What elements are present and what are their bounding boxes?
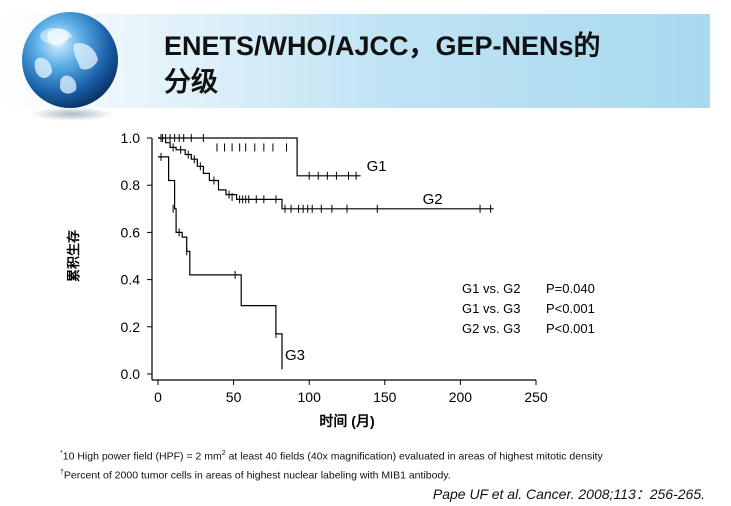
footnote-hpf-squared: 2 [221, 450, 226, 457]
citation: Pape UF et al. Cancer. 2008;113：256-265. [432, 486, 705, 502]
x-tick-label: 200 [449, 389, 473, 405]
comparison-p-value: P=0.040 [546, 281, 595, 296]
x-tick-label: 150 [373, 389, 397, 405]
y-axis-label: 累积生存 [66, 230, 81, 282]
series-label-g1: G1 [367, 158, 387, 175]
series-line-g1 [158, 137, 361, 177]
x-axis-label: 时间 (月) [319, 413, 374, 429]
slide-title: ENETS/WHO/AJCC，GEP-NENs的 分级 [164, 28, 704, 100]
x-tick-label: 50 [226, 389, 242, 405]
footnote-mib1-text: Percent of 2000 tumor cells in areas of … [63, 469, 451, 481]
x-tick-label: 100 [298, 389, 322, 405]
survival-chart: 0 50 100 150 200 250 0.0 0.2 0.4 0.6 0.8 1.0 时间 (月)… [66, 130, 595, 429]
footnote-mib1: †Percent of 2000 tumor cells in areas of… [60, 465, 720, 484]
comparison-label: G1 vs. G2 [462, 281, 521, 296]
comparison-p-value: P<0.001 [546, 301, 595, 316]
footnote-hpf-text-a: 10 High power field (HPF) = 2 mm [62, 450, 222, 463]
slide-title-line2: 分级 [164, 67, 218, 97]
comparison-label: G2 vs. G3 [462, 321, 521, 336]
y-tick-label: 0.6 [121, 224, 141, 240]
footnote-hpf-marker: * [60, 450, 63, 457]
slide-title-line1: ENETS/WHO/AJCC，GEP-NENs的 [164, 31, 601, 61]
comparison-label: G1 vs. G3 [462, 301, 521, 316]
y-tick-label: 1.0 [121, 130, 141, 146]
series-line-g2 [158, 137, 494, 210]
y-tick-label: 0.0 [121, 366, 141, 382]
series-label-g3: G3 [285, 347, 305, 364]
y-tick-label: 0.2 [121, 319, 141, 335]
chart-labels: 时间 (月) 累积生存 G1 G2 G3 G1 vs. G2 P=0.040 G1 vs. G… [66, 158, 595, 429]
chart-axes: 0 50 100 150 200 250 0.0 0.2 0.4 0.6 0.8 1.0 [121, 130, 548, 405]
footnotes: *10 High power field (HPF) = 2 mm2 at le… [60, 446, 720, 483]
comparison-p-value: P<0.001 [546, 321, 595, 336]
x-tick-label: 250 [524, 389, 548, 405]
globe-icon [22, 12, 118, 121]
y-tick-label: 0.4 [121, 272, 141, 288]
series-label-g2: G2 [423, 191, 443, 208]
x-tick-label: 0 [154, 389, 162, 405]
series-line-g3 [158, 156, 283, 370]
header-band [0, 14, 710, 108]
footnote-hpf-text-b: at least 40 fields (40x magnification) e… [225, 450, 603, 463]
footnote-hpf: *10 High power field (HPF) = 2 mm2 at le… [60, 446, 720, 465]
y-tick-label: 0.8 [121, 177, 141, 193]
footnote-mib1-marker: † [60, 468, 64, 476]
chart-plot-area [158, 134, 494, 370]
